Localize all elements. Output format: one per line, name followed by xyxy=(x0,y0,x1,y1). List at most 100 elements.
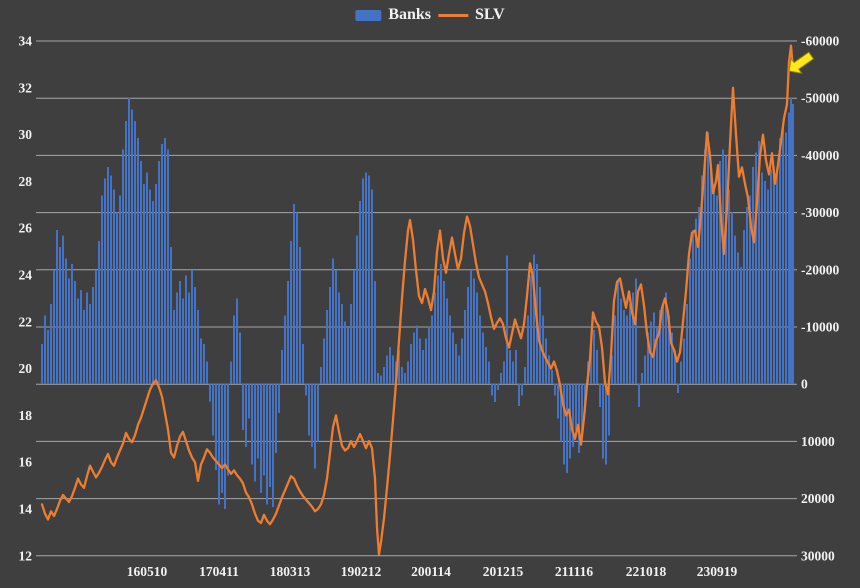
bar xyxy=(152,201,154,385)
bar xyxy=(620,298,622,385)
x-axis-tick-label: 170411 xyxy=(199,564,239,579)
bar xyxy=(371,189,373,385)
bar xyxy=(83,309,85,385)
bar xyxy=(446,298,448,385)
bar xyxy=(461,338,463,385)
bar xyxy=(740,266,742,385)
bar xyxy=(731,212,733,385)
bar xyxy=(596,349,598,385)
bar xyxy=(605,384,607,465)
bar xyxy=(173,309,175,385)
bar xyxy=(440,264,442,385)
bar xyxy=(119,195,121,385)
left-axis-tick-label: 12 xyxy=(19,548,33,563)
bar xyxy=(746,206,748,385)
right-axis-tick-label: -40000 xyxy=(801,148,839,163)
bar xyxy=(290,241,292,385)
left-axis-tick-label: 22 xyxy=(19,314,33,329)
bar xyxy=(50,304,52,385)
bar xyxy=(626,315,628,385)
bar xyxy=(575,384,577,430)
slv-line xyxy=(40,44,795,556)
bar xyxy=(782,126,784,385)
bar xyxy=(509,349,511,385)
bar xyxy=(320,367,322,385)
bar xyxy=(707,132,709,385)
bar xyxy=(476,292,478,385)
bar xyxy=(188,292,190,385)
bar xyxy=(560,384,562,442)
bar xyxy=(635,278,637,385)
bar xyxy=(227,384,229,476)
slv-legend-label: SLV xyxy=(475,6,505,23)
bar xyxy=(92,287,94,385)
bar xyxy=(617,281,619,385)
bar xyxy=(161,144,163,385)
bar xyxy=(164,138,166,385)
bar xyxy=(503,361,505,385)
bar xyxy=(521,384,523,396)
bar xyxy=(533,254,535,385)
bar xyxy=(167,149,169,385)
bar xyxy=(44,315,46,385)
bar xyxy=(197,309,199,385)
bar xyxy=(68,278,70,385)
bar xyxy=(539,287,541,385)
bar xyxy=(200,338,202,385)
bar xyxy=(722,149,724,385)
bar xyxy=(551,369,553,385)
bar xyxy=(491,384,493,396)
bar xyxy=(74,281,76,385)
bar xyxy=(792,103,794,385)
bar xyxy=(137,138,139,385)
bar xyxy=(278,384,280,413)
banks-bars-series xyxy=(41,98,794,509)
bar xyxy=(356,235,358,385)
bar xyxy=(416,325,418,385)
bar xyxy=(749,195,751,385)
bar xyxy=(263,384,265,476)
bar xyxy=(779,138,781,385)
bar xyxy=(464,309,466,385)
bar xyxy=(62,235,64,385)
bar xyxy=(116,212,118,385)
bar xyxy=(77,298,79,385)
bar xyxy=(368,175,370,385)
bar xyxy=(485,347,487,385)
bar xyxy=(314,384,316,469)
bar xyxy=(251,384,253,465)
bar xyxy=(788,112,790,385)
bar xyxy=(479,315,481,385)
left-axis-tick-label: 16 xyxy=(19,455,33,470)
bar xyxy=(422,349,424,385)
bar xyxy=(317,384,319,442)
bar xyxy=(686,304,688,385)
bar xyxy=(752,166,754,385)
left-axis-tick-label: 20 xyxy=(19,361,33,376)
bar xyxy=(599,384,601,408)
right-axis-labels: -60000 -50000 -40000 -30000 -20000 -10000 0 100… xyxy=(801,34,839,564)
bar xyxy=(659,309,661,385)
bar xyxy=(191,269,193,385)
bar xyxy=(410,344,412,385)
bar xyxy=(380,375,382,385)
bar xyxy=(269,384,271,488)
bar xyxy=(524,367,526,385)
bar xyxy=(497,384,499,390)
bar xyxy=(236,298,238,385)
bar xyxy=(89,304,91,385)
bar xyxy=(224,384,226,509)
left-axis-tick-label: 18 xyxy=(19,408,33,423)
left-axis-tick-label: 32 xyxy=(19,80,33,95)
bar xyxy=(494,384,496,402)
bar xyxy=(611,355,613,385)
bar xyxy=(473,278,475,385)
bar xyxy=(683,338,685,385)
bar xyxy=(377,372,379,385)
bar xyxy=(419,338,421,385)
bar xyxy=(95,269,97,385)
bar xyxy=(698,206,700,385)
bar xyxy=(737,252,739,385)
bar xyxy=(725,155,727,385)
bar xyxy=(266,384,268,505)
